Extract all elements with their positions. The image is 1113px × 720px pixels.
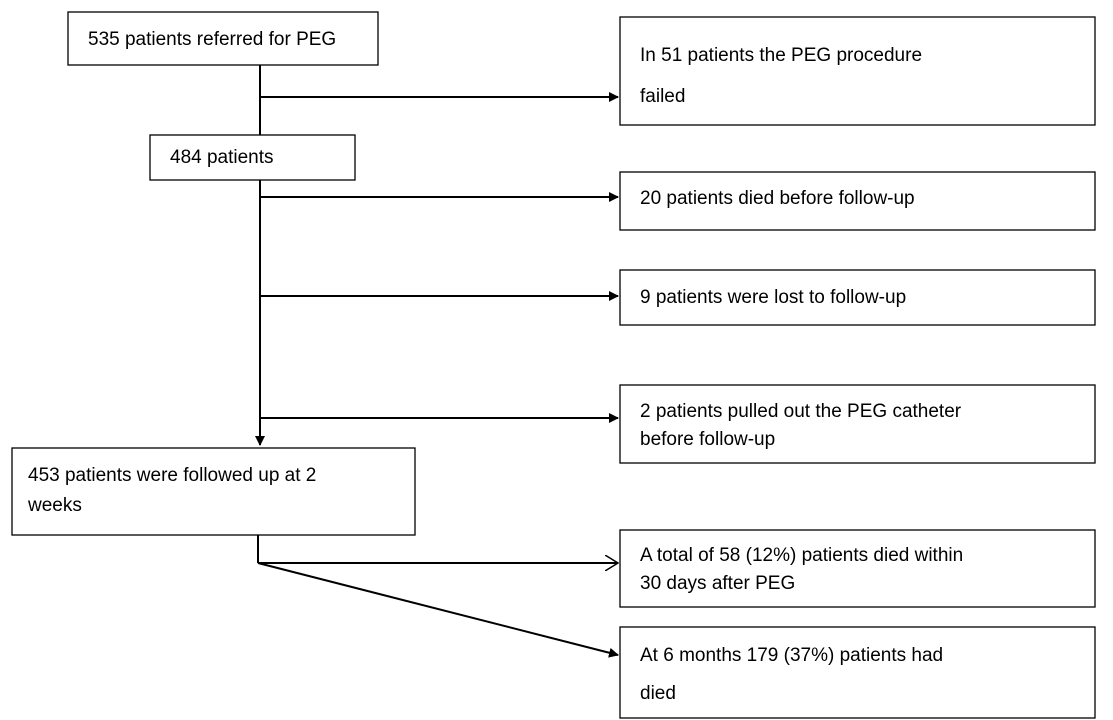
- box-text: A total of 58 (12%) patients died within: [640, 545, 963, 566]
- box-text: 484 patients: [170, 147, 274, 168]
- box-text: 453 patients were followed up at 2: [28, 465, 316, 486]
- box-text: 30 days after PEG: [640, 573, 795, 594]
- box-text: 2 patients pulled out the PEG catheter: [640, 401, 962, 422]
- box: [619, 384, 1096, 464]
- arrow: [257, 562, 619, 658]
- box: [149, 134, 356, 181]
- box: [619, 16, 1096, 126]
- box-text: In 51 patients the PEG procedure: [640, 45, 922, 66]
- box-text: 20 patients died before follow-up: [640, 188, 915, 209]
- box-text: At 6 months 179 (37%) patients had: [640, 645, 943, 666]
- box: [619, 171, 1096, 231]
- box: [11, 447, 416, 536]
- box-text: weeks: [27, 495, 82, 516]
- box: [619, 269, 1096, 326]
- box-text: 535 patients referred for PEG: [88, 29, 336, 50]
- box: [619, 626, 1096, 719]
- box-text: failed: [640, 86, 685, 107]
- box-text: died: [640, 683, 676, 704]
- box: [67, 11, 379, 66]
- box-text: before follow-up: [640, 429, 775, 450]
- box: [619, 529, 1096, 608]
- box-text: 9 patients were lost to follow-up: [640, 287, 906, 308]
